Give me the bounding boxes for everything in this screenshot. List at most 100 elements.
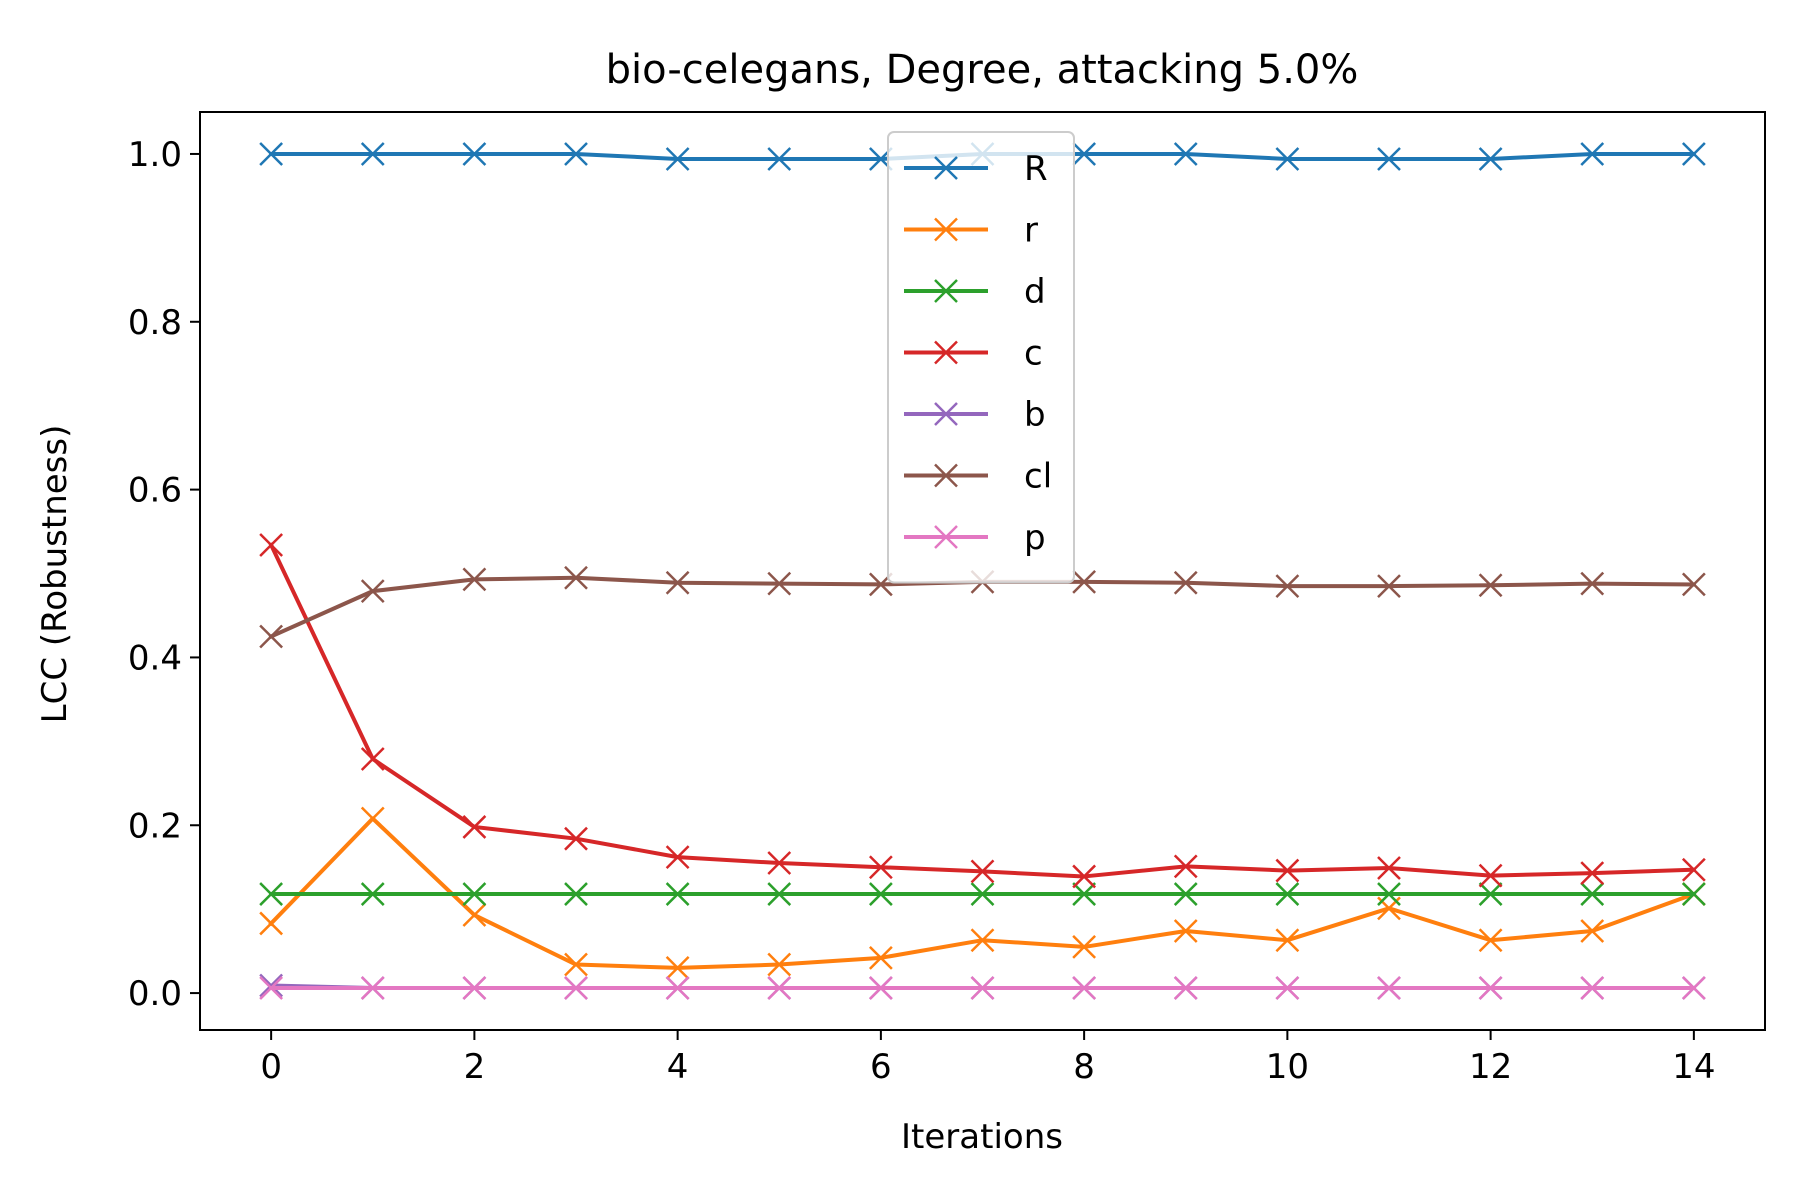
legend-label: c [1024, 334, 1043, 374]
data-point-d [1173, 882, 1198, 906]
data-point-d [360, 882, 385, 906]
legend-item-c: c [904, 334, 1043, 374]
data-point-c [1377, 856, 1401, 880]
data-point-d [564, 882, 588, 906]
data-point-d [1580, 882, 1605, 906]
series-d [259, 882, 1706, 906]
y-tick-label: 0.0 [128, 974, 182, 1014]
x-tick-label: 8 [1073, 1047, 1095, 1087]
data-point-d [1275, 882, 1300, 906]
data-point-R [1173, 142, 1198, 166]
data-point-cl [665, 570, 690, 595]
data-point-c [564, 826, 588, 851]
data-point-r [564, 952, 588, 977]
data-point-r [767, 952, 792, 977]
data-point-d [1072, 882, 1097, 906]
legend-marker [934, 340, 958, 365]
data-point-d [1478, 882, 1503, 906]
data-point-cl [360, 579, 385, 604]
x-tick-label: 2 [464, 1047, 486, 1087]
data-point-b [259, 973, 284, 998]
data-point-R [1072, 142, 1097, 166]
data-point-R [1681, 142, 1706, 166]
legend-label: r [1024, 211, 1038, 251]
data-point-p [970, 976, 995, 1000]
x-axis-label: Iterations [901, 1117, 1063, 1157]
data-point-r [462, 903, 487, 927]
data-point-cl [462, 567, 487, 592]
legend-label: d [1024, 272, 1046, 312]
legend-marker [934, 217, 958, 242]
data-point-c [1478, 863, 1503, 888]
data-point-d [1681, 882, 1706, 906]
y-tick-label: 1.0 [128, 135, 182, 175]
axis-ticks: 0 2 4 6 8 10 12 14 0.0 0.2 0.4 0.6 0.8 1.0 [128, 135, 1716, 1087]
data-point-cl [564, 565, 588, 590]
data-point-R [1478, 147, 1503, 171]
data-point-p [1377, 976, 1401, 1000]
data-point-d [665, 882, 690, 906]
data-point-r [1478, 928, 1503, 953]
data-point-p [1072, 976, 1097, 1000]
chart-title: bio-celegans, Degree, attacking 5.0% [606, 47, 1359, 93]
data-point-r [1173, 919, 1198, 943]
data-point-c [665, 845, 690, 870]
legend-item-R: R [904, 149, 1048, 189]
data-point-d [970, 882, 995, 906]
legend-label: R [1024, 149, 1048, 189]
data-point-R [564, 142, 588, 166]
y-tick-label: 0.4 [128, 638, 182, 678]
x-tick-label: 10 [1266, 1047, 1309, 1087]
data-point-r [1580, 919, 1605, 943]
data-point-c [462, 815, 487, 839]
data-point-R [360, 142, 385, 166]
y-tick-label: 0.8 [128, 303, 182, 343]
data-point-p [1173, 976, 1198, 1000]
data-point-p [564, 976, 588, 1000]
data-point-p [1580, 976, 1605, 1000]
legend-label: p [1024, 518, 1046, 558]
data-point-c [868, 855, 893, 880]
legend-marker [934, 156, 958, 180]
data-point-R [767, 147, 792, 171]
x-tick-label: 0 [260, 1047, 282, 1087]
data-point-c [1275, 858, 1300, 883]
data-point-d [1377, 882, 1401, 906]
data-point-c [767, 851, 792, 875]
data-point-R [1377, 147, 1401, 171]
legend-item-r: r [904, 211, 1038, 251]
data-point-p [767, 976, 792, 1000]
data-point-r [1072, 935, 1097, 959]
data-point-R [1275, 147, 1300, 171]
data-point-cl [259, 624, 284, 649]
plot-area-frame [199, 111, 1766, 1031]
y-tick-label: 0.6 [128, 471, 182, 511]
data-point-c [1173, 854, 1198, 879]
legend-box [887, 131, 1075, 584]
x-tick-label: 14 [1672, 1047, 1715, 1087]
data-point-p [1478, 976, 1503, 1000]
data-point-R [259, 142, 284, 166]
y-tick-label: 0.2 [128, 806, 182, 846]
data-point-d [462, 882, 487, 906]
data-point-R [665, 147, 690, 171]
data-point-cl [1275, 574, 1300, 598]
data-point-R [462, 142, 487, 166]
legend-marker [934, 463, 958, 488]
data-point-r [360, 806, 385, 831]
data-point-d [868, 882, 893, 906]
data-point-d [259, 882, 284, 906]
series-layer [259, 142, 1706, 1000]
data-point-cl [1580, 571, 1605, 596]
data-point-cl [1377, 574, 1401, 598]
data-point-cl [1173, 570, 1198, 595]
legend-label: cl [1024, 457, 1052, 497]
data-point-r [665, 956, 690, 980]
data-point-c [259, 533, 284, 557]
legend-marker [934, 525, 958, 549]
data-point-cl [1681, 572, 1706, 597]
legend-label: b [1024, 395, 1046, 435]
data-point-p [1275, 976, 1300, 1000]
